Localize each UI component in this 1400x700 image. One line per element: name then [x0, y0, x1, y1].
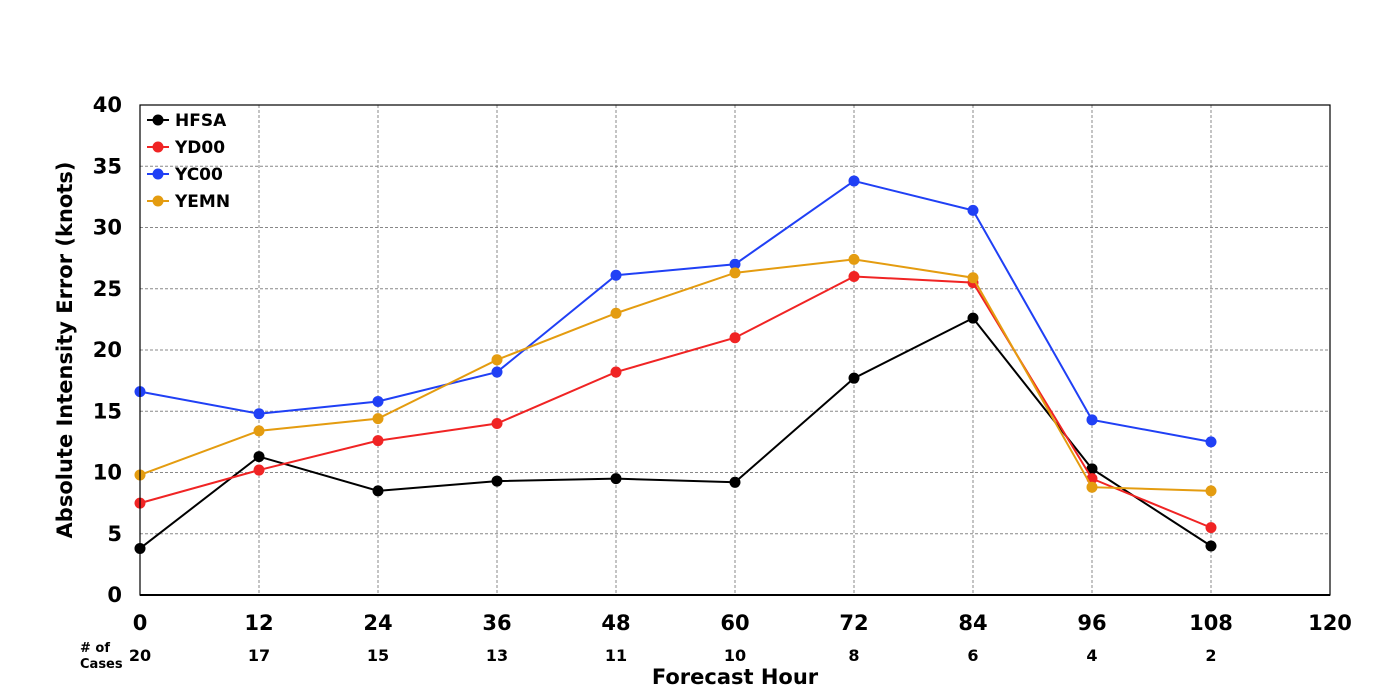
legend-label-yemn: YEMN — [174, 192, 230, 212]
data-point-hfsa — [610, 473, 622, 485]
data-point-hfsa — [1205, 540, 1217, 552]
case-count-label: 6 — [967, 646, 978, 665]
series-layer — [134, 175, 1217, 554]
data-point-hfsa — [1086, 463, 1098, 475]
cases-label-line2: Cases — [80, 657, 123, 672]
series-line-yemn — [139, 258, 1212, 492]
data-point-hfsa — [967, 312, 979, 324]
data-point-yc00 — [967, 204, 979, 216]
data-point-yemn — [491, 354, 503, 366]
data-point-yc00 — [491, 366, 503, 378]
y-tick-label: 30 — [93, 216, 122, 240]
legend: HFSA YD00 YC00 YEMN — [147, 111, 230, 212]
data-point-yemn — [610, 307, 622, 319]
case-count-label: 20 — [129, 646, 151, 665]
data-point-yd00 — [848, 271, 860, 282]
data-point-yd00 — [729, 332, 741, 344]
data-point-hfsa — [848, 372, 860, 384]
legend-label-yd00: YD00 — [174, 138, 225, 158]
data-point-yemn — [372, 413, 384, 425]
data-point-hfsa — [253, 451, 265, 463]
tick-labels: 0 12 24 36 48 60 72 84 96 108 120 0 5 10 15 20 25 30 35 40 — [93, 93, 1352, 635]
case-count-row: # of Cases 20 17 15 13 11 10 8 6 4 2 — [80, 641, 1217, 672]
data-point-yc00 — [729, 258, 741, 270]
x-tick-label: 72 — [839, 611, 868, 635]
series-line-hfsa — [139, 316, 1212, 550]
x-axis-title: Forecast Hour — [652, 665, 819, 689]
x-tick-label: 60 — [720, 611, 749, 635]
y-tick-label: 25 — [93, 277, 122, 301]
case-count-label: 10 — [724, 646, 746, 665]
legend-marker-yc00 — [152, 168, 164, 180]
series-line-yc00 — [139, 179, 1212, 443]
x-tick-label: 84 — [958, 611, 987, 635]
data-point-yc00 — [610, 269, 622, 281]
data-point-yemn — [848, 253, 860, 265]
legend-marker-yd00 — [152, 141, 164, 153]
case-count-label: 8 — [848, 646, 859, 665]
x-tick-label: 96 — [1077, 611, 1106, 635]
case-count-label: 17 — [248, 646, 270, 665]
data-point-yc00 — [1086, 414, 1098, 426]
data-point-yc00 — [1205, 436, 1217, 448]
y-tick-label: 10 — [93, 461, 122, 485]
data-point-yd00 — [253, 464, 265, 476]
case-count-label: 11 — [605, 646, 627, 665]
data-point-hfsa — [729, 476, 741, 488]
x-tick-label: 120 — [1308, 611, 1352, 635]
data-point-yemn — [967, 272, 979, 284]
data-point-yemn — [729, 267, 741, 279]
x-tick-label: 48 — [601, 611, 630, 635]
data-point-yemn — [1086, 481, 1098, 493]
case-count-label: 15 — [367, 646, 389, 665]
case-count-label: 13 — [486, 646, 508, 665]
data-point-yd00 — [372, 435, 384, 447]
y-tick-label: 5 — [107, 522, 122, 546]
data-point-yemn — [253, 425, 265, 437]
cases-label-line1: # of — [80, 641, 110, 656]
y-tick-label: 0 — [107, 583, 122, 607]
legend-label-hfsa: HFSA — [175, 111, 227, 131]
legend-label-yc00: YC00 — [174, 165, 223, 185]
data-point-hfsa — [491, 475, 503, 487]
x-tick-label: 24 — [363, 611, 392, 635]
data-point-yd00 — [1205, 522, 1217, 534]
y-tick-label: 15 — [93, 399, 122, 423]
x-tick-label: 0 — [133, 611, 148, 635]
series-line-yd00 — [139, 275, 1212, 529]
case-count-label: 4 — [1086, 646, 1097, 665]
y-tick-label: 40 — [93, 93, 122, 117]
legend-marker-hfsa — [152, 114, 164, 126]
data-point-hfsa — [372, 485, 384, 497]
data-point-yc00 — [372, 395, 384, 407]
x-tick-label: 108 — [1189, 611, 1233, 635]
legend-marker-yemn — [152, 195, 164, 207]
case-count-label: 2 — [1205, 646, 1216, 665]
data-point-yd00 — [491, 418, 503, 429]
grid-lines — [140, 105, 1330, 595]
x-tick-label: 12 — [244, 611, 273, 635]
y-tick-label: 20 — [93, 338, 122, 362]
data-point-yc00 — [848, 175, 860, 187]
data-point-yc00 — [253, 408, 265, 420]
data-point-yemn — [1205, 485, 1217, 497]
x-tick-label: 36 — [482, 611, 511, 635]
y-tick-label: 35 — [93, 154, 122, 178]
data-point-yd00 — [610, 366, 622, 378]
y-axis-title: Absolute Intensity Error (knots) — [53, 162, 77, 539]
